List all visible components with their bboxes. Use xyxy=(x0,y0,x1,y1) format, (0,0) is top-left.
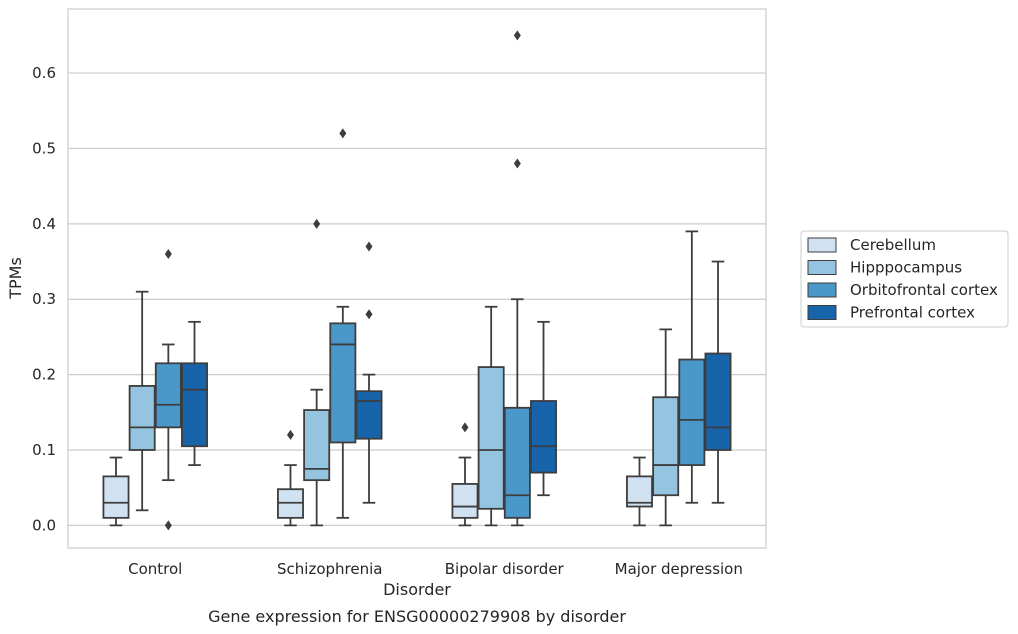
outlier-point xyxy=(513,158,521,169)
box-group xyxy=(102,456,130,527)
x-tick-label: Control xyxy=(128,560,182,578)
plot-area xyxy=(102,30,732,531)
legend-label: Prefrontal cortex xyxy=(850,304,975,322)
outlier-point xyxy=(164,520,172,531)
y-tick-label: 0.1 xyxy=(32,441,56,459)
box xyxy=(704,352,732,451)
box xyxy=(181,362,208,448)
outlier-point xyxy=(461,422,469,433)
box xyxy=(678,358,706,466)
legend: Cerebellum Hipppocampus Orbitofrontal cort… xyxy=(800,230,1009,328)
legend-label: Cerebellum xyxy=(850,236,936,254)
x-tick-label: Bipolar disorder xyxy=(445,560,565,578)
x-axis-ticks: Control Schizophrenia Bipolar disorder Majo… xyxy=(128,560,743,578)
box-group xyxy=(530,320,557,497)
y-tick-label: 0.3 xyxy=(32,290,56,308)
box xyxy=(154,362,182,429)
box-group xyxy=(451,422,479,527)
box-group xyxy=(128,290,156,512)
box xyxy=(477,366,505,510)
box-group xyxy=(277,429,304,527)
box xyxy=(128,385,156,451)
box xyxy=(626,475,653,508)
legend-swatch xyxy=(807,282,837,298)
y-tick-label: 0.4 xyxy=(32,215,56,233)
y-tick-label: 0.6 xyxy=(32,64,56,82)
box-group xyxy=(154,249,182,531)
box xyxy=(102,475,130,519)
y-tick-label: 0.5 xyxy=(32,139,56,157)
x-tick-label: Major depression xyxy=(615,560,743,578)
y-axis-ticks: 0.0 0.1 0.2 0.3 0.4 0.5 0.6 xyxy=(32,64,56,534)
box xyxy=(451,483,479,519)
outlier-point xyxy=(339,128,347,139)
y-axis-title: TPMs xyxy=(6,257,25,300)
y-tick-label: 0.2 xyxy=(32,366,56,384)
box-group xyxy=(652,328,680,527)
box-group xyxy=(181,320,208,466)
box-group xyxy=(355,241,383,504)
box-group xyxy=(704,260,732,504)
box-group xyxy=(303,218,331,527)
outlier-point xyxy=(513,30,521,41)
outlier-point xyxy=(365,241,373,252)
plot-frame xyxy=(67,8,767,549)
outlier-point xyxy=(164,249,172,259)
x-tick-label: Schizophrenia xyxy=(277,560,382,578)
y-tick-label: 0.0 xyxy=(32,516,56,534)
chart-caption: Gene expression for ENSG00000279908 by d… xyxy=(208,607,626,626)
box-group xyxy=(678,230,706,504)
box xyxy=(355,390,383,440)
legend-label: Hipppocampus xyxy=(850,259,962,277)
legend-label: Orbitofrontal cortex xyxy=(850,281,998,299)
box xyxy=(503,406,531,519)
legend-swatch xyxy=(807,237,837,253)
outlier-point xyxy=(365,309,373,320)
legend-frame xyxy=(800,230,1009,328)
box xyxy=(329,322,357,444)
x-axis-title: Disorder xyxy=(383,580,451,599)
outlier-point xyxy=(286,429,294,440)
legend-swatch xyxy=(807,305,837,320)
box xyxy=(530,400,557,474)
legend-swatch xyxy=(807,260,837,275)
box-group xyxy=(329,128,357,519)
box-group xyxy=(477,305,505,527)
box xyxy=(652,396,680,497)
outlier-point xyxy=(313,218,321,229)
box-group xyxy=(626,456,653,527)
box-group xyxy=(503,30,531,527)
